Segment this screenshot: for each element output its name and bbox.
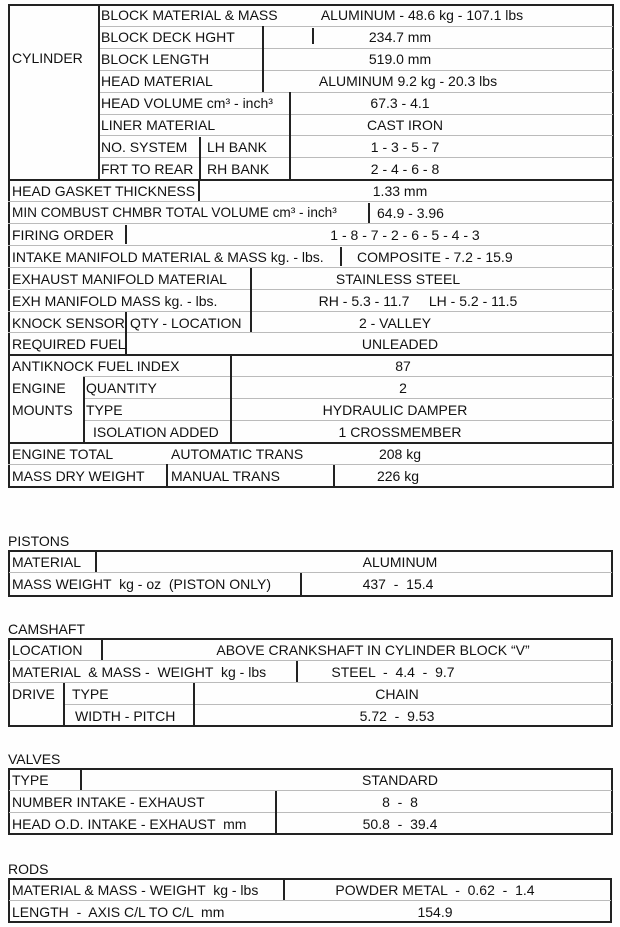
valve-number-value: 8 - 8: [382, 794, 418, 810]
cam-location-value: ABOVE CRANKSHAFT IN CYLINDER BLOCK “V”: [216, 642, 530, 658]
rh-bank-value: 2 - 4 - 6 - 8: [370, 161, 440, 177]
valves-table: [8, 768, 613, 835]
pistons-title: PISTONS: [8, 533, 70, 549]
knock-value: 2 - VALLEY: [358, 315, 432, 331]
intake-value: COMPOSITE - 7.2 - 15.9: [357, 249, 513, 265]
type-value: HYDRAULIC DAMPER: [322, 402, 468, 418]
fuel-value: UNLEADED: [361, 336, 439, 352]
knock-sub-label: QTY - LOCATION: [130, 315, 242, 331]
piston-mass-label: MASS WEIGHT kg - oz (PISTON ONLY): [12, 576, 272, 592]
deck-label: BLOCK DECK HGHT: [101, 29, 235, 45]
manual-trans-value: 226 kg: [376, 468, 420, 484]
firing-value: 1 - 8 - 7 - 2 - 6 - 5 - 4 - 3: [330, 227, 480, 243]
pistons-table: [8, 550, 613, 597]
valve-number-label: NUMBER INTAKE - EXHAUST: [12, 794, 205, 810]
valve-head-value: 50.8 - 39.4: [362, 816, 438, 832]
rod-length-value: 154.9: [417, 904, 453, 920]
fuel-label: REQUIRED FUEL: [12, 336, 126, 352]
head-volume-value: 67.3 - 4.1: [370, 95, 430, 111]
deck-value: 234.7 mm: [368, 29, 432, 45]
valves-title: VALVES: [8, 751, 61, 767]
cam-drive-label: DRIVE: [12, 686, 55, 702]
valve-type-label: TYPE: [12, 772, 49, 788]
lh-bank-value: 1 - 3 - 5 - 7: [370, 139, 440, 155]
liner-label: LINER MATERIAL: [101, 117, 216, 133]
rod-material-label: MATERIAL & MASS - WEIGHT kg - lbs: [12, 882, 259, 898]
combust-value: 64.9 - 3.96: [377, 205, 444, 221]
valve-head-label: HEAD O.D. INTAKE - EXHAUST mm: [12, 816, 247, 832]
gasket-value: 1.33 mm: [372, 183, 428, 199]
lh-bank-label: LH BANK: [207, 139, 267, 155]
piston-material-label: MATERIAL: [12, 554, 81, 570]
manual-trans-label: MANUAL TRANS: [171, 468, 280, 484]
cam-material-label: MATERIAL & MASS - WEIGHT kg - lbs: [12, 664, 267, 680]
length-label: BLOCK LENGTH: [101, 51, 210, 67]
antiknock-value: 87: [395, 358, 411, 374]
frt-rear-label: FRT TO REAR: [101, 161, 194, 177]
combust-label: MIN COMBUST CHMBR TOTAL VOLUME cm³ - inc…: [12, 205, 337, 220]
firing-label: FIRING ORDER: [12, 227, 114, 243]
rod-length-label: LENGTH - AXIS C/L TO C/L mm: [12, 904, 225, 920]
engine-mounts-label-2: MOUNTS: [12, 402, 73, 418]
knock-label: KNOCK SENSOR: [12, 315, 125, 331]
isolation-value: 1 CROSSMEMBER: [338, 424, 462, 440]
auto-trans-value: 208 kg: [378, 446, 422, 462]
gasket-label: HEAD GASKET THICKNESS: [12, 183, 196, 199]
quantity-value: 2: [399, 380, 407, 396]
cam-type-value: CHAIN: [375, 686, 419, 702]
exh-mass-label: EXH MANIFOLD MASS kg. - lbs.: [12, 293, 218, 309]
cylinder-label: CYLINDER: [12, 50, 83, 66]
head-material-value: ALUMINUM 9.2 kg - 20.3 lbs: [318, 73, 498, 89]
rods-title: RODS: [8, 861, 49, 877]
camshaft-title: CAMSHAFT: [8, 621, 85, 637]
rh-bank-label: RH BANK: [207, 161, 270, 177]
mass-dry-label: MASS DRY WEIGHT: [12, 468, 145, 484]
exhaust-label: EXHAUST MANIFOLD MATERIAL: [12, 271, 227, 287]
cam-type-label: TYPE: [72, 686, 109, 702]
engine-total-label: ENGINE TOTAL: [12, 446, 114, 462]
liner-value: CAST IRON: [367, 117, 443, 133]
auto-trans-label: AUTOMATIC TRANS: [171, 446, 304, 462]
cam-width-label: WIDTH - PITCH: [75, 708, 176, 724]
head-volume-label: HEAD VOLUME cm³ - inch³: [101, 95, 273, 111]
rod-material-value: POWDER METAL - 0.62 - 1.4: [335, 882, 535, 898]
cam-width-value: 5.72 - 9.53: [359, 708, 435, 724]
engine-spec-table: [8, 4, 614, 488]
quantity-label: QUANTITY: [86, 380, 157, 396]
piston-mass-value: 437 - 15.4: [362, 576, 434, 592]
length-value: 519.0 mm: [368, 51, 432, 67]
intake-label: INTAKE MANIFOLD MATERIAL & MASS kg. - lb…: [12, 249, 324, 265]
block-material-value: ALUMINUM - 48.6 kg - 107.1 lbs: [320, 7, 524, 23]
cam-material-value: STEEL - 4.4 - 9.7: [331, 664, 455, 680]
no-system-label: NO. SYSTEM: [101, 139, 188, 155]
head-material-label: HEAD MATERIAL: [101, 73, 213, 89]
antiknock-label: ANTIKNOCK FUEL INDEX: [12, 358, 180, 374]
piston-material-value: ALUMINUM: [362, 554, 438, 570]
cam-location-label: LOCATION: [12, 642, 83, 658]
exhaust-value: STAINLESS STEEL: [335, 271, 461, 287]
type-label: TYPE: [86, 402, 123, 418]
exh-mass-value: RH - 5.3 - 11.7 LH - 5.2 - 11.5: [318, 293, 518, 309]
isolation-label: ISOLATION ADDED: [93, 424, 219, 440]
valve-type-value: STANDARD: [362, 772, 438, 788]
engine-mounts-label: ENGINE: [12, 380, 66, 396]
block-material-label: BLOCK MATERIAL & MASS: [101, 7, 278, 23]
